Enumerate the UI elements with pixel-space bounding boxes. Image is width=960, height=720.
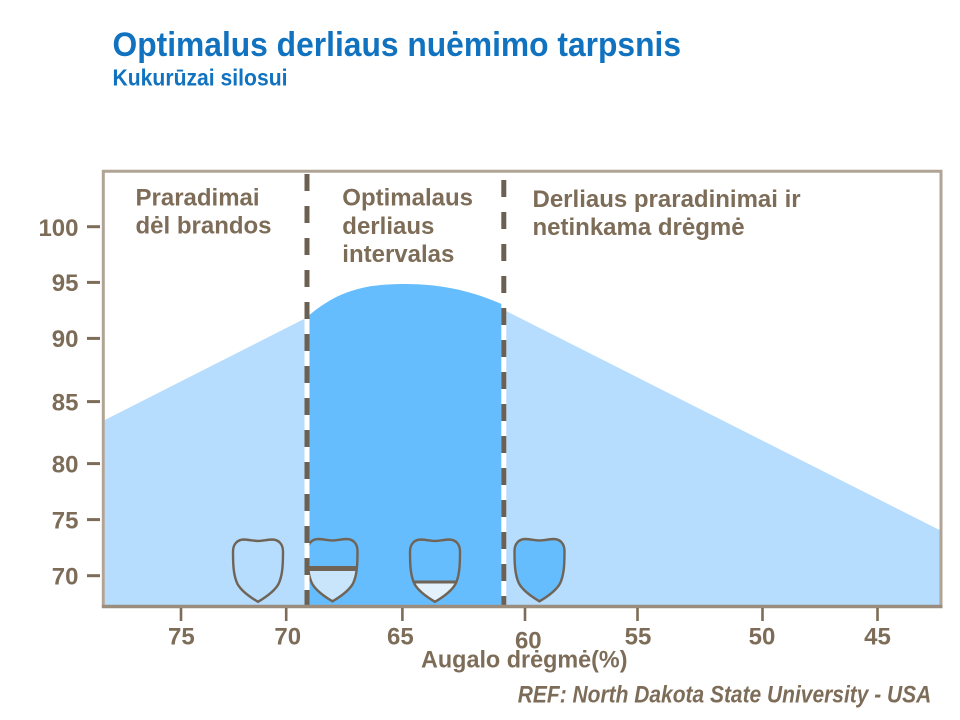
svg-text:85: 85 [52, 389, 79, 416]
svg-text:Augalo drėgmė(%): Augalo drėgmė(%) [421, 647, 628, 674]
svg-text:50: 50 [749, 624, 776, 651]
svg-text:Praradimai: Praradimai [136, 184, 260, 211]
svg-text:dėl brandos: dėl brandos [136, 213, 272, 240]
svg-text:65: 65 [387, 624, 414, 651]
svg-text:80: 80 [52, 451, 79, 478]
svg-text:netinkama drėgmė: netinkama drėgmė [533, 214, 745, 241]
svg-text:70: 70 [274, 624, 301, 651]
svg-text:45: 45 [864, 624, 891, 651]
svg-text:Derliaus praradinimai ir: Derliaus praradinimai ir [533, 186, 801, 213]
svg-text:Kukurūzai silosui: Kukurūzai silosui [113, 65, 288, 91]
svg-text:90: 90 [52, 326, 79, 353]
svg-text:REF: North Dakota State Univer: REF: North Dakota State University - USA [518, 681, 932, 708]
svg-text:75: 75 [52, 507, 79, 534]
svg-text:95: 95 [52, 270, 79, 297]
svg-text:derliaus: derliaus [342, 213, 434, 240]
svg-text:70: 70 [52, 563, 79, 590]
svg-text:55: 55 [625, 624, 652, 651]
svg-text:intervalas: intervalas [342, 241, 454, 268]
svg-text:75: 75 [168, 624, 195, 651]
svg-text:60: 60 [515, 628, 542, 655]
svg-text:100: 100 [38, 215, 78, 242]
svg-text:Optimalus derliaus nuėmimo tar: Optimalus derliaus nuėmimo tarpsnis [113, 26, 682, 64]
svg-text:Optimalaus: Optimalaus [342, 184, 473, 211]
